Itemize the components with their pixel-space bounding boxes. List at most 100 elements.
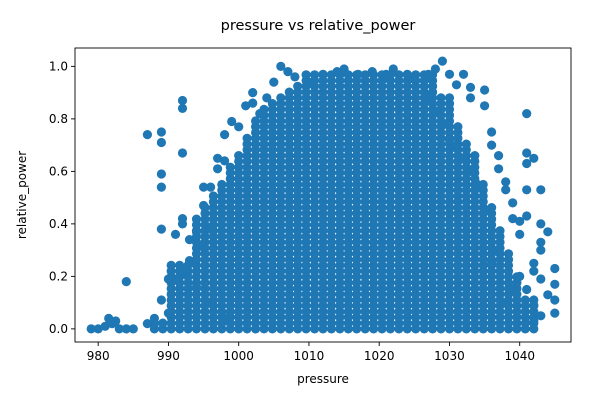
scatter-point <box>184 256 195 266</box>
scatter-point <box>402 69 412 79</box>
scatter-point <box>208 191 218 201</box>
scatter-point <box>206 224 216 234</box>
y-tick-label: 0.8 <box>49 112 68 126</box>
scatter-point <box>199 242 209 253</box>
scatter-point <box>156 137 166 148</box>
scatter-point <box>100 321 110 331</box>
scatter-point <box>156 224 166 234</box>
chart-title: pressure vs relative_power <box>221 18 416 34</box>
scatter-point <box>267 99 277 109</box>
scatter-point <box>220 156 230 166</box>
scatter-point <box>220 130 230 140</box>
scatter-point <box>199 182 209 192</box>
scatter-point <box>550 279 560 289</box>
scatter-point <box>529 300 539 310</box>
scatter-point <box>451 80 462 90</box>
scatter-point <box>465 166 476 176</box>
scatter-point <box>444 93 455 103</box>
scatter-point <box>156 127 166 137</box>
x-axis: 980 990 1000 1010 1020 1030 1040 <box>87 342 535 363</box>
scatter-point <box>213 164 223 174</box>
scatter-point <box>191 214 202 224</box>
scatter-point <box>453 122 463 132</box>
y-tick-label: 1.0 <box>49 59 68 73</box>
scatter-point <box>536 185 546 195</box>
scatter-point <box>191 227 202 237</box>
scatter-point <box>290 72 300 82</box>
y-tick-label: 0.0 <box>49 322 68 336</box>
scatter-point <box>276 61 286 71</box>
scatter-point <box>149 313 159 323</box>
scatter-point <box>111 316 121 326</box>
scatter-point <box>142 319 152 329</box>
scatter-point <box>276 93 286 103</box>
scatter-point <box>304 77 314 87</box>
scatter-point <box>332 67 342 77</box>
scatter-point <box>177 95 188 106</box>
scatter-point <box>156 295 166 305</box>
scatter-point <box>234 151 244 161</box>
scatter-point <box>394 70 404 80</box>
x-tick-label: 1030 <box>434 349 465 363</box>
scatter-point <box>206 298 216 308</box>
scatter-point <box>269 77 279 87</box>
scatter-point <box>515 229 525 239</box>
scatter-point <box>121 324 131 334</box>
scatter-point <box>217 179 227 190</box>
scatter-point <box>234 122 244 132</box>
scatter-point <box>262 93 272 103</box>
scatter-point <box>550 263 560 274</box>
scatter-point <box>503 249 514 259</box>
scatter-point <box>409 74 419 85</box>
scatter-point <box>487 140 497 150</box>
dense-scatter-cloud <box>149 70 539 334</box>
plot-frame <box>74 47 572 343</box>
scatter-point <box>142 130 152 140</box>
scatter-point <box>156 169 166 179</box>
scatter-point <box>522 148 532 158</box>
scatter-point <box>536 245 546 255</box>
scatter-point <box>170 274 181 284</box>
scatter-point <box>508 214 518 224</box>
scatter-point <box>284 87 294 97</box>
scatter-point <box>163 308 173 318</box>
x-tick-label: 1040 <box>504 349 535 363</box>
scatter-point <box>242 133 252 143</box>
y-tick-label: 0.2 <box>49 269 68 283</box>
scatter-point <box>529 153 539 163</box>
scatter-point <box>227 116 237 127</box>
scatter-point <box>318 69 328 79</box>
scatter-point <box>495 226 505 236</box>
scatter-point <box>381 69 391 79</box>
scatter-point <box>536 219 546 229</box>
scatter-point <box>458 153 469 163</box>
x-axis-label: pressure <box>297 372 349 386</box>
scatter-point <box>458 69 469 79</box>
scatter-point <box>121 277 131 287</box>
scatter-point <box>501 185 511 195</box>
scatter-point <box>508 284 518 295</box>
scatter-point <box>423 93 433 103</box>
scatter-point <box>367 67 377 77</box>
scatter-point <box>536 237 546 247</box>
y-axis: 0.0 0.2 0.4 0.6 0.8 1.0 <box>49 59 75 336</box>
scatter-point <box>501 298 511 308</box>
scatter-point <box>301 70 311 80</box>
scatter-point <box>436 93 446 103</box>
scatter-point <box>248 88 258 98</box>
scatter-point <box>339 64 349 74</box>
scatter-point <box>177 266 188 276</box>
scatter-point <box>437 119 447 129</box>
scatter-point <box>473 179 483 190</box>
scatter-point <box>437 56 447 66</box>
scatter-point <box>220 313 230 323</box>
x-tick-label: 980 <box>87 349 110 363</box>
scatter-point <box>465 82 476 92</box>
scatter-point <box>353 69 363 79</box>
scatter-point <box>241 101 251 111</box>
scatter-point <box>494 151 504 161</box>
scatter-point <box>529 316 539 326</box>
y-axis-label: relative_power <box>15 151 29 239</box>
scatter-point <box>501 177 511 187</box>
scatter-point <box>461 139 471 149</box>
